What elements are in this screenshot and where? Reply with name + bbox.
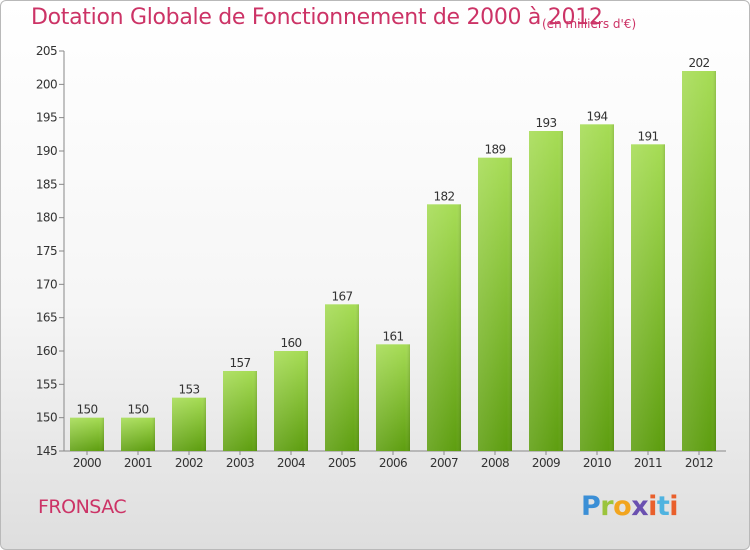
data-label: 189 — [484, 143, 505, 157]
bar-shade — [580, 124, 614, 451]
data-label: 167 — [331, 289, 352, 303]
y-tick-label: 155 — [36, 377, 57, 391]
data-label: 202 — [688, 56, 709, 70]
x-tick-label: 2007 — [430, 456, 458, 470]
bar-shade — [70, 417, 104, 451]
y-tick-label: 185 — [36, 177, 57, 191]
x-tick-label: 2005 — [328, 456, 356, 470]
proxiti-logo[interactable]: Proxiti — [581, 491, 679, 522]
x-tick-label: 2011 — [634, 456, 662, 470]
x-tick-label: 2004 — [277, 456, 305, 470]
bar-shade — [631, 144, 665, 452]
bar-shade — [325, 304, 359, 451]
x-tick-label: 2008 — [481, 456, 509, 470]
x-tick-label: 2010 — [583, 456, 611, 470]
bar-shade — [274, 351, 308, 451]
bar-shade — [478, 157, 512, 451]
x-tick-label: 2002 — [175, 456, 203, 470]
y-tick-label: 205 — [36, 44, 57, 58]
y-tick-label: 145 — [36, 444, 57, 458]
x-tick-label: 2003 — [226, 456, 254, 470]
data-label: 194 — [586, 109, 607, 123]
data-label: 182 — [433, 189, 454, 203]
bar-shade — [427, 204, 461, 451]
commune-name: FRONSAC — [38, 496, 127, 518]
bar-shade — [223, 371, 257, 451]
y-tick-label: 180 — [36, 211, 57, 225]
x-tick-label: 2009 — [532, 456, 560, 470]
data-label: 161 — [382, 329, 403, 343]
bar-shade — [121, 417, 155, 451]
y-tick-label: 200 — [36, 77, 57, 91]
data-label: 160 — [280, 336, 301, 350]
bar-shade — [172, 397, 206, 451]
bar-shade — [682, 71, 716, 451]
y-tick-label: 160 — [36, 344, 57, 358]
data-label: 157 — [229, 356, 250, 370]
data-label: 150 — [76, 403, 97, 417]
y-tick-label: 150 — [36, 411, 57, 425]
data-label: 191 — [637, 129, 658, 143]
x-tick-label: 2006 — [379, 456, 407, 470]
y-tick-label: 165 — [36, 311, 57, 325]
y-tick-label: 170 — [36, 277, 57, 291]
x-tick-label: 2012 — [685, 456, 713, 470]
y-tick-label: 190 — [36, 144, 57, 158]
data-label: 150 — [127, 403, 148, 417]
data-label: 193 — [535, 116, 556, 130]
chart-title: Dotation Globale de Fonctionnement de 20… — [31, 5, 603, 30]
y-tick-label: 175 — [36, 244, 57, 258]
y-tick-label: 195 — [36, 111, 57, 125]
bar-shade — [376, 344, 410, 451]
chart-unit: (en milliers d'€) — [542, 17, 637, 31]
data-label: 153 — [178, 383, 199, 397]
bar-shade — [529, 131, 563, 451]
x-tick-label: 2000 — [73, 456, 101, 470]
x-tick-label: 2001 — [124, 456, 152, 470]
